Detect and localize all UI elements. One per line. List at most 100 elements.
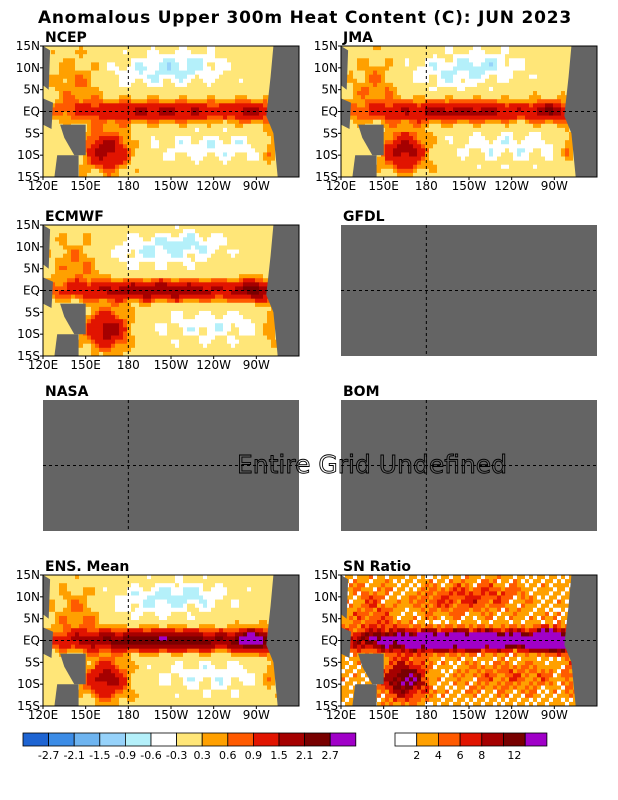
heatmap-cell — [489, 127, 494, 133]
heatmap-cell — [111, 241, 116, 246]
heatmap-cell — [139, 140, 144, 145]
heatmap-cell — [215, 95, 220, 100]
heatmap-cell — [251, 160, 256, 166]
heatmap-cell — [541, 136, 546, 141]
heatmap-cell — [123, 78, 128, 84]
heatmap-cell — [497, 50, 502, 55]
heatmap-cell — [401, 136, 406, 141]
y-tick-label: 10S — [17, 148, 40, 162]
heatmap-cell — [43, 323, 48, 328]
heatmap-cell — [51, 152, 56, 157]
heatmap-cell — [397, 115, 402, 121]
heatmap-cell — [489, 156, 494, 162]
heatmap-cell — [155, 58, 160, 63]
heatmap-cell — [465, 78, 470, 84]
heatmap-cell — [445, 46, 450, 51]
heatmap-cell — [115, 172, 120, 178]
heatmap-cell — [103, 111, 108, 116]
heatmap-cell — [47, 274, 52, 279]
heatmap-cell — [553, 136, 558, 141]
heatmap-cell — [409, 95, 414, 100]
heatmap-cell — [91, 91, 96, 96]
heatmap-cell — [103, 225, 108, 230]
heatmap-cell — [453, 54, 458, 59]
heatmap-cell — [259, 58, 264, 63]
heatmap-cell — [51, 315, 56, 320]
heatmap-cell — [87, 86, 92, 92]
heatmap-cell — [521, 95, 526, 100]
heatmap-cell — [235, 66, 240, 71]
heatmap-cell — [549, 58, 554, 63]
heatmap-cell — [433, 78, 438, 84]
heatmap-cell — [441, 152, 446, 157]
heatmap-cell — [215, 119, 220, 125]
heatmap-cell — [397, 156, 402, 162]
heatmap-cell — [215, 70, 220, 76]
heatmap-cell — [47, 310, 52, 316]
heatmap-cell — [565, 58, 570, 63]
heatmap-cell — [497, 78, 502, 84]
heatmap-cell — [529, 54, 534, 59]
heatmap-cell — [191, 131, 196, 137]
heatmap-cell — [445, 103, 450, 108]
heatmap-cell — [441, 103, 446, 108]
heatmap-cell — [227, 127, 232, 133]
heatmap-cell — [71, 54, 76, 59]
heatmap-cell — [127, 265, 132, 271]
heatmap-cell — [429, 95, 434, 100]
heatmap-cell — [541, 66, 546, 71]
heatmap-cell — [171, 50, 176, 55]
heatmap-cell — [485, 123, 490, 129]
heatmap-cell — [231, 115, 236, 121]
heatmap-cell — [51, 140, 56, 145]
heatmap-cell — [119, 229, 124, 234]
heatmap-cell — [553, 50, 558, 55]
heatmap-cell — [59, 66, 64, 71]
heatmap-cell — [469, 140, 474, 145]
heatmap-cell — [191, 91, 196, 96]
heatmap-cell — [107, 156, 112, 162]
heatmap-cell — [469, 152, 474, 157]
heatmap-cell — [103, 46, 108, 51]
heatmap-cell — [365, 70, 370, 76]
heatmap-cell — [453, 136, 458, 141]
heatmap-cell — [239, 78, 244, 84]
heatmap-cell — [445, 82, 450, 88]
heatmap-cell — [509, 66, 514, 71]
heatmap-cell — [413, 148, 418, 153]
heatmap-cell — [537, 74, 542, 80]
heatmap-cell — [107, 265, 112, 271]
heatmap-cell — [553, 99, 558, 104]
heatmap-cell — [453, 99, 458, 104]
heatmap-cell — [425, 95, 430, 100]
heatmap-cell — [413, 70, 418, 76]
heatmap-cell — [235, 131, 240, 137]
heatmap-cell — [231, 148, 236, 153]
heatmap-cell — [227, 111, 232, 116]
heatmap-cell — [95, 172, 100, 178]
heatmap-cell — [239, 95, 244, 100]
heatmap-cell — [433, 103, 438, 108]
heatmap-cell — [155, 74, 160, 80]
heatmap-cell — [433, 164, 438, 170]
heatmap-cell — [139, 107, 144, 112]
heatmap-cell — [473, 131, 478, 137]
heatmap-cell — [179, 50, 184, 55]
heatmap-cell — [223, 168, 228, 174]
heatmap-cell — [67, 294, 72, 300]
heatmap-cell — [107, 339, 112, 345]
heatmap-cell — [361, 66, 366, 71]
heatmap-cell — [465, 131, 470, 137]
heatmap-cell — [67, 99, 72, 104]
heatmap-cell — [505, 127, 510, 133]
heatmap-cell — [361, 74, 366, 80]
heatmap-cell — [239, 136, 244, 141]
heatmap-cell — [131, 172, 136, 178]
heatmap-cell — [417, 66, 422, 71]
heatmap-cell — [271, 164, 276, 170]
heatmap-cell — [119, 347, 124, 353]
heatmap-cell — [143, 249, 148, 255]
heatmap-cell — [191, 103, 196, 108]
heatmap-cell — [569, 156, 574, 162]
heatmap-cell — [131, 115, 136, 121]
